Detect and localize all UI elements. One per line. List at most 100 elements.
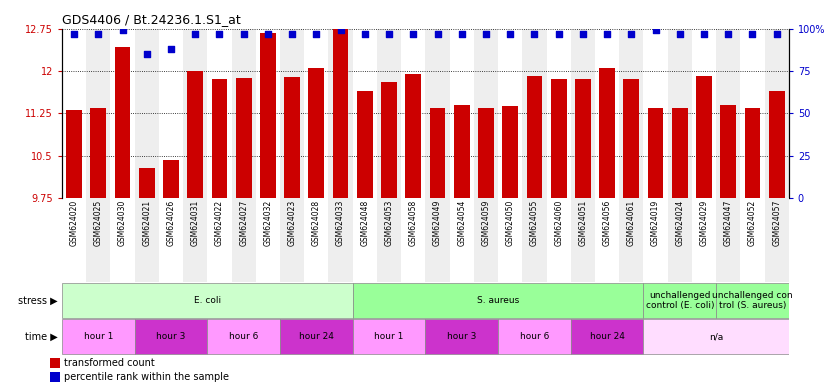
Bar: [620, 198, 643, 282]
Bar: [526, 76, 543, 198]
Bar: [474, 29, 498, 198]
Bar: [188, 71, 203, 198]
Bar: [163, 160, 179, 198]
Text: GSM624055: GSM624055: [530, 199, 539, 246]
Text: GSM624051: GSM624051: [578, 199, 587, 246]
Bar: [769, 91, 785, 198]
Bar: [333, 29, 349, 198]
Bar: [624, 79, 639, 198]
Bar: [696, 76, 712, 198]
Bar: [425, 198, 449, 282]
Text: GSM624061: GSM624061: [627, 199, 636, 246]
Text: GSM624054: GSM624054: [458, 199, 466, 246]
Bar: [211, 79, 227, 198]
Bar: [280, 319, 353, 354]
Bar: [765, 29, 789, 198]
Text: hour 6: hour 6: [229, 333, 259, 341]
Bar: [716, 29, 740, 198]
Bar: [66, 111, 82, 198]
Text: percentile rank within the sample: percentile rank within the sample: [64, 372, 230, 382]
Point: [673, 31, 686, 37]
Bar: [474, 198, 498, 282]
Text: GSM624027: GSM624027: [240, 199, 248, 246]
Bar: [207, 319, 280, 354]
Point: [92, 31, 105, 37]
Text: GSM624052: GSM624052: [748, 199, 757, 246]
Bar: [667, 29, 692, 198]
Text: GSM624056: GSM624056: [603, 199, 611, 246]
Bar: [62, 319, 135, 354]
Point: [577, 31, 590, 37]
Bar: [135, 319, 207, 354]
Point: [406, 31, 420, 37]
Bar: [139, 168, 154, 198]
Point: [261, 31, 274, 37]
Bar: [357, 91, 373, 198]
Text: GSM624060: GSM624060: [554, 199, 563, 246]
Bar: [353, 283, 643, 318]
Bar: [551, 79, 567, 198]
Point: [528, 31, 541, 37]
Bar: [260, 33, 276, 198]
Point: [504, 31, 517, 37]
Bar: [377, 198, 401, 282]
Point: [455, 31, 468, 37]
Point: [286, 31, 299, 37]
Bar: [50, 372, 60, 382]
Bar: [280, 198, 304, 282]
Bar: [115, 47, 131, 198]
Text: hour 1: hour 1: [83, 333, 113, 341]
Bar: [329, 29, 353, 198]
Bar: [430, 108, 445, 198]
Text: GSM624030: GSM624030: [118, 199, 127, 246]
Text: n/a: n/a: [709, 333, 724, 341]
Point: [68, 31, 81, 37]
Bar: [183, 198, 207, 282]
Bar: [308, 68, 325, 198]
Bar: [667, 198, 692, 282]
Point: [479, 31, 492, 37]
Text: S. aureus: S. aureus: [477, 296, 520, 305]
Text: hour 1: hour 1: [374, 333, 404, 341]
Bar: [744, 108, 761, 198]
Text: GSM624057: GSM624057: [772, 199, 781, 246]
Point: [649, 27, 662, 33]
Bar: [425, 319, 498, 354]
Bar: [672, 108, 688, 198]
Bar: [62, 283, 353, 318]
Bar: [329, 198, 353, 282]
Point: [431, 31, 444, 37]
Bar: [50, 358, 60, 368]
Bar: [648, 108, 663, 198]
Text: time ▶: time ▶: [25, 332, 58, 342]
Point: [552, 31, 565, 37]
Text: GSM624033: GSM624033: [336, 199, 345, 246]
Bar: [231, 29, 256, 198]
Text: hour 6: hour 6: [520, 333, 549, 341]
Text: GSM624053: GSM624053: [385, 199, 393, 246]
Bar: [716, 198, 740, 282]
Text: GSM624019: GSM624019: [651, 199, 660, 246]
Text: GSM624020: GSM624020: [69, 199, 78, 246]
Text: GSM624058: GSM624058: [409, 199, 418, 246]
Point: [697, 31, 710, 37]
Bar: [599, 68, 615, 198]
Text: GSM624032: GSM624032: [263, 199, 273, 246]
Bar: [406, 74, 421, 198]
Text: hour 24: hour 24: [299, 333, 334, 341]
Text: GSM624050: GSM624050: [506, 199, 515, 246]
Bar: [231, 198, 256, 282]
Point: [722, 31, 735, 37]
Point: [334, 27, 347, 33]
Text: GSM624028: GSM624028: [312, 199, 320, 246]
Text: GSM624031: GSM624031: [191, 199, 200, 246]
Text: hour 3: hour 3: [447, 333, 477, 341]
Text: GSM624049: GSM624049: [433, 199, 442, 246]
Bar: [643, 319, 789, 354]
Bar: [571, 319, 643, 354]
Text: GSM624059: GSM624059: [482, 199, 491, 246]
Text: unchallenged
control (E. coli): unchallenged control (E. coli): [646, 291, 714, 310]
Bar: [571, 198, 595, 282]
Bar: [425, 29, 449, 198]
Point: [237, 31, 250, 37]
